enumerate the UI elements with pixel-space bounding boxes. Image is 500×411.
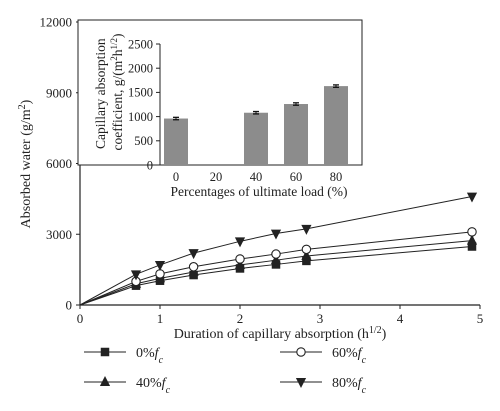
inset-y-label: Capillary absorption coefficient, g/(m2h… [93,34,125,151]
legend-marker [295,378,307,389]
inset-chart: 0 500 1000 1500 2000 2500 0 20 40 60 80 Percentage… [77,19,363,199]
legend-entry: 80%fc [280,376,367,396]
inset-y-tick-label: 2000 [128,62,153,76]
inset-bar [164,118,188,165]
main-x-tick-label: 0 [77,311,84,326]
main-x-tick-label: 5 [477,311,484,326]
main-y-tick-label: 0 [66,298,73,313]
legend-entry: 60%fc [280,346,367,366]
legend-label: 0%fc [136,346,164,366]
legend-marker [296,347,306,357]
data-point [301,244,312,255]
main-y-tick-label: 6000 [46,156,72,171]
data-point [301,224,312,235]
main-x-tick-label: 1 [157,311,164,326]
data-point [130,270,142,281]
legend-entry: 0%fc [84,346,164,366]
data-point [467,227,477,237]
main-x-tick-label: 4 [397,311,404,326]
inset-x-tick-label: 80 [330,170,343,184]
legend: 0%fc 60%fc 40%fc 80%fc [84,346,367,396]
main-y-label: Absorbed water (g/m2) [17,99,35,228]
inset-y-tick-label: 500 [134,134,153,148]
data-point [234,237,246,248]
data-point [154,260,166,271]
legend-label: 60%fc [332,346,367,366]
legend-marker [99,375,111,386]
main-y-tick-label: 9000 [46,85,72,100]
inset-bar [284,104,308,165]
inset-bar [244,112,268,165]
inset-y-tick-label: 1000 [128,110,153,124]
main-x-tick-label: 3 [317,311,324,326]
series-line [79,196,473,306]
inset-x-tick-label: 20 [210,170,223,184]
data-point [234,258,246,269]
data-point [155,269,165,279]
legend-label: 80%fc [332,376,367,396]
main-x-tick-label: 2 [237,311,244,326]
legend-marker [100,347,110,357]
legend-label: 40%fc [136,376,171,396]
series-circle-open [79,227,477,306]
inset-y-tick-label: 1500 [128,86,153,100]
inset-y-tick-label: 2500 [128,37,153,51]
main-series-group [79,192,478,306]
inset-bar [324,86,348,165]
data-point [270,254,282,265]
legend-entry: 40%fc [84,375,171,396]
inset-x-label: Percentages of ultimate load (%) [171,184,348,199]
data-point [188,262,199,272]
data-point [270,229,282,240]
main-x-label: Duration of capillary absorption (h1/2) [174,325,387,343]
inset-x-tick-label: 0 [173,170,179,184]
data-point [301,249,312,260]
inset-frame [77,19,363,166]
inset-x-tick-label: 40 [250,170,263,184]
inset-y-tick-label: 0 [147,158,153,172]
series-triangle-down [79,192,478,306]
data-point [271,249,281,259]
data-point [188,249,199,260]
data-point [466,234,478,245]
main-y-tick-label: 12000 [40,15,73,30]
data-point [466,192,478,203]
data-point [235,254,245,264]
inset-bars-group [164,84,348,165]
inset-tick-labels: 0 500 1000 1500 2000 2500 0 20 40 60 80 [128,37,342,184]
main-y-tick-label: 3000 [46,227,72,242]
inset-x-tick-label: 60 [290,170,303,184]
